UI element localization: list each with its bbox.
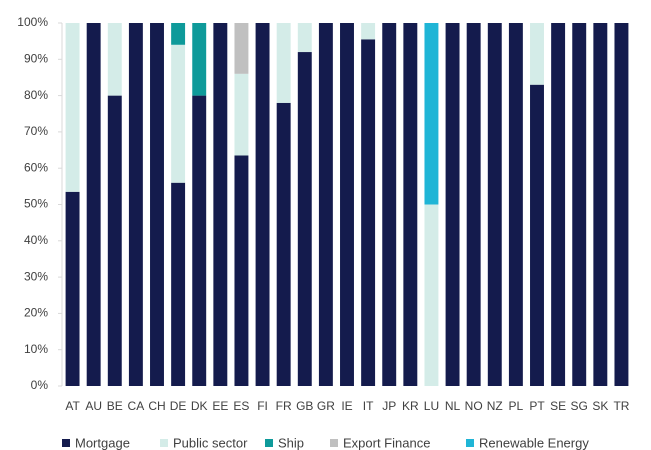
x-tick-label: TR: [613, 399, 629, 413]
bar-segment: [318, 23, 333, 386]
bar-segment: [340, 23, 354, 386]
bar-segment: [276, 102, 291, 387]
x-tick-label: CH: [148, 399, 165, 413]
legend-label: Ship: [278, 435, 304, 450]
y-tick-label: 0%: [31, 378, 49, 392]
bar-segment: [424, 23, 439, 205]
y-tick-label: 10%: [24, 342, 48, 356]
legend-swatch: [466, 439, 474, 447]
x-tick-label: CA: [128, 399, 145, 413]
y-tick-label: 20%: [24, 306, 48, 320]
x-tick-label: SG: [571, 399, 588, 413]
x-tick-label: DK: [191, 399, 208, 413]
bar-segment: [171, 44, 186, 183]
x-tick-label: PL: [509, 399, 524, 413]
x-tick-label: KR: [402, 399, 419, 413]
bar-segment: [593, 23, 608, 386]
bar-segment: [65, 191, 80, 386]
x-tick-label: ES: [233, 399, 249, 413]
legend-swatch: [62, 439, 70, 447]
x-tick-label: FI: [257, 399, 268, 413]
bar-segment: [445, 23, 460, 386]
bar-segment: [530, 23, 544, 85]
bar-segment: [65, 23, 80, 192]
y-tick-label: 70%: [24, 124, 48, 138]
x-tick-label: NL: [445, 399, 461, 413]
x-tick-label: AT: [65, 399, 80, 413]
x-tick-label: GB: [296, 399, 313, 413]
bar-segment: [361, 23, 376, 40]
x-tick-label: IE: [341, 399, 352, 413]
bar-segment: [234, 23, 249, 74]
bar-segment: [382, 23, 397, 386]
x-tick-label: PT: [529, 399, 545, 413]
legend-label: Renewable Energy: [479, 435, 589, 450]
y-tick-label: 60%: [24, 160, 48, 174]
legend-label: Export Finance: [343, 435, 430, 450]
bar-segment: [297, 52, 312, 386]
legend-label: Public sector: [173, 435, 248, 450]
bar-segment: [487, 23, 502, 386]
y-tick-label: 100%: [17, 15, 48, 29]
bar-segment: [551, 23, 566, 386]
bar-segment: [86, 23, 101, 386]
x-tick-label: JP: [382, 399, 396, 413]
x-tick-label: IT: [363, 399, 374, 413]
bar-segment: [107, 95, 122, 386]
bar-segment: [255, 23, 270, 386]
bar-segment: [213, 23, 228, 386]
legend-swatch: [160, 439, 168, 447]
x-tick-label: SK: [592, 399, 608, 413]
bar-segment: [614, 23, 629, 386]
bar-segment: [361, 39, 376, 387]
y-tick-label: 90%: [24, 51, 48, 65]
y-tick-label: 30%: [24, 269, 48, 283]
x-tick-label: NZ: [487, 399, 503, 413]
bar-segment: [234, 155, 249, 386]
x-tick-label: SE: [550, 399, 566, 413]
y-tick-label: 40%: [24, 233, 48, 247]
x-tick-label: LU: [424, 399, 439, 413]
bar-segment: [276, 23, 291, 103]
x-tick-label: BE: [107, 399, 123, 413]
x-tick-label: DE: [170, 399, 187, 413]
bar-segment: [466, 23, 481, 386]
bar-segment: [171, 23, 186, 45]
x-tick-label: FR: [276, 399, 292, 413]
bar-segment: [192, 23, 207, 96]
y-tick-label: 50%: [24, 197, 48, 211]
legend-label: Mortgage: [75, 435, 130, 450]
x-tick-label: AU: [85, 399, 102, 413]
x-tick-label: EE: [212, 399, 228, 413]
bar-segment: [424, 204, 439, 386]
bar-segment: [192, 95, 207, 386]
bar-segment: [508, 23, 523, 386]
bar-segment: [171, 182, 186, 386]
bar-segment: [234, 73, 249, 156]
bar-segment: [150, 23, 164, 386]
bar-segment: [572, 23, 587, 386]
x-tick-label: GR: [317, 399, 335, 413]
bar-segment: [128, 23, 143, 386]
bar-segment: [297, 23, 312, 53]
legend-swatch: [330, 439, 338, 447]
legend-swatch: [265, 439, 273, 447]
bar-segment: [107, 23, 122, 96]
bar-segment: [530, 84, 544, 387]
bar-segment: [403, 23, 418, 386]
y-tick-label: 80%: [24, 88, 48, 102]
x-tick-label: NO: [465, 399, 483, 413]
